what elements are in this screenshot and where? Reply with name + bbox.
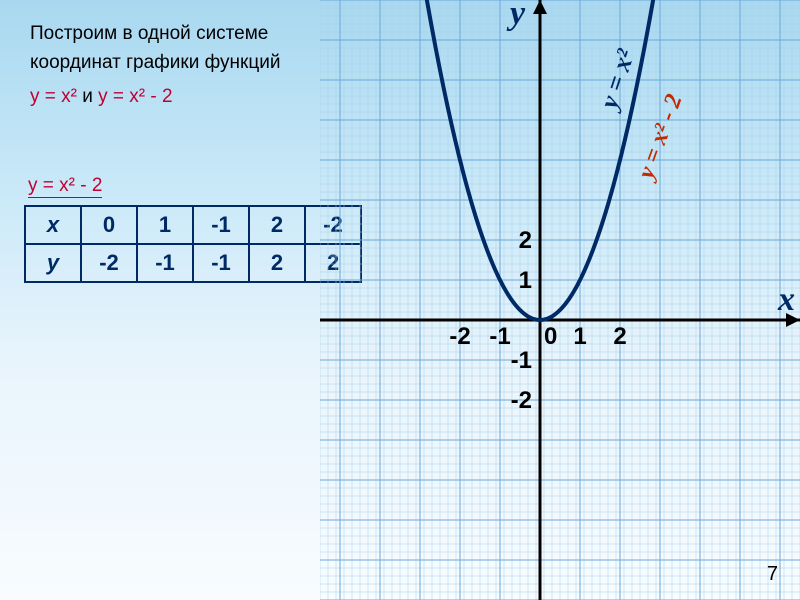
formula-left: y = x²	[30, 86, 77, 107]
table-cell: 2	[249, 244, 305, 282]
formula-conj: и	[77, 86, 98, 107]
chart-svg: xy-2-1012-2-112y = x²y = x² - 2	[320, 0, 800, 600]
table-cell: -2	[81, 244, 137, 282]
table-cell: -1	[193, 206, 249, 244]
formula-right: y = x² - 2	[98, 86, 172, 107]
svg-text:0: 0	[544, 323, 557, 350]
table-cell: 0	[81, 206, 137, 244]
svg-text:-1: -1	[511, 347, 532, 374]
value-table: x 0 1 -1 2 -2 y -2 -1 -1 2 2	[24, 205, 362, 283]
svg-text:y = x² - 2: y = x² - 2	[632, 91, 687, 185]
svg-text:1: 1	[573, 323, 586, 350]
table-cell: -1	[193, 244, 249, 282]
svg-text:2: 2	[613, 323, 626, 350]
table-row: y -2 -1 -1 2 2	[25, 244, 361, 282]
svg-text:1: 1	[519, 267, 532, 294]
instruction-text: Построим в одной системе координат графи…	[30, 20, 330, 112]
equation-label: y = x² - 2	[28, 175, 102, 198]
svg-text:x: x	[777, 281, 795, 318]
svg-text:-2: -2	[511, 387, 532, 414]
table-cell: 1	[137, 206, 193, 244]
svg-text:-2: -2	[449, 323, 470, 350]
chart-area: xy-2-1012-2-112y = x²y = x² - 2	[320, 0, 800, 600]
svg-text:-1: -1	[489, 323, 510, 350]
table-row: x 0 1 -1 2 -2	[25, 206, 361, 244]
instruction-formulas: y = x² и y = x² - 2	[30, 83, 330, 112]
page-number: 7	[767, 563, 778, 586]
instruction-line2: координат графики функций	[30, 49, 330, 78]
table-cell: -1	[137, 244, 193, 282]
instruction-line1: Построим в одной системе	[30, 20, 330, 49]
table-cell: 2	[249, 206, 305, 244]
svg-text:2: 2	[519, 227, 532, 254]
table-cell: x	[25, 206, 81, 244]
table-cell: y	[25, 244, 81, 282]
